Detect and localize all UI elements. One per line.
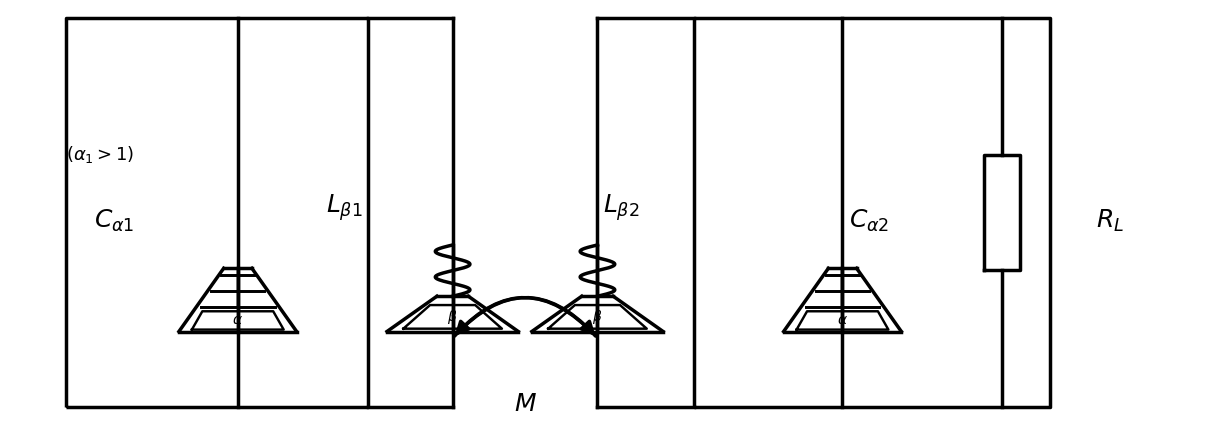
Text: $\alpha$: $\alpha$ (232, 313, 244, 328)
Text: $L_{\beta 2}$: $L_{\beta 2}$ (604, 192, 640, 223)
Text: $C_{\alpha 2}$: $C_{\alpha 2}$ (849, 208, 890, 234)
Text: $R_L$: $R_L$ (1096, 208, 1125, 234)
Text: $\alpha$: $\alpha$ (836, 313, 849, 328)
Text: $C_{\alpha 1}$: $C_{\alpha 1}$ (94, 208, 135, 234)
Text: $(\alpha_1>1)$: $(\alpha_1>1)$ (66, 144, 134, 165)
Text: $M$: $M$ (514, 393, 536, 416)
Text: $\beta$: $\beta$ (448, 308, 457, 326)
Text: $\beta$: $\beta$ (593, 308, 602, 326)
Text: $L_{\beta 1}$: $L_{\beta 1}$ (326, 192, 362, 223)
